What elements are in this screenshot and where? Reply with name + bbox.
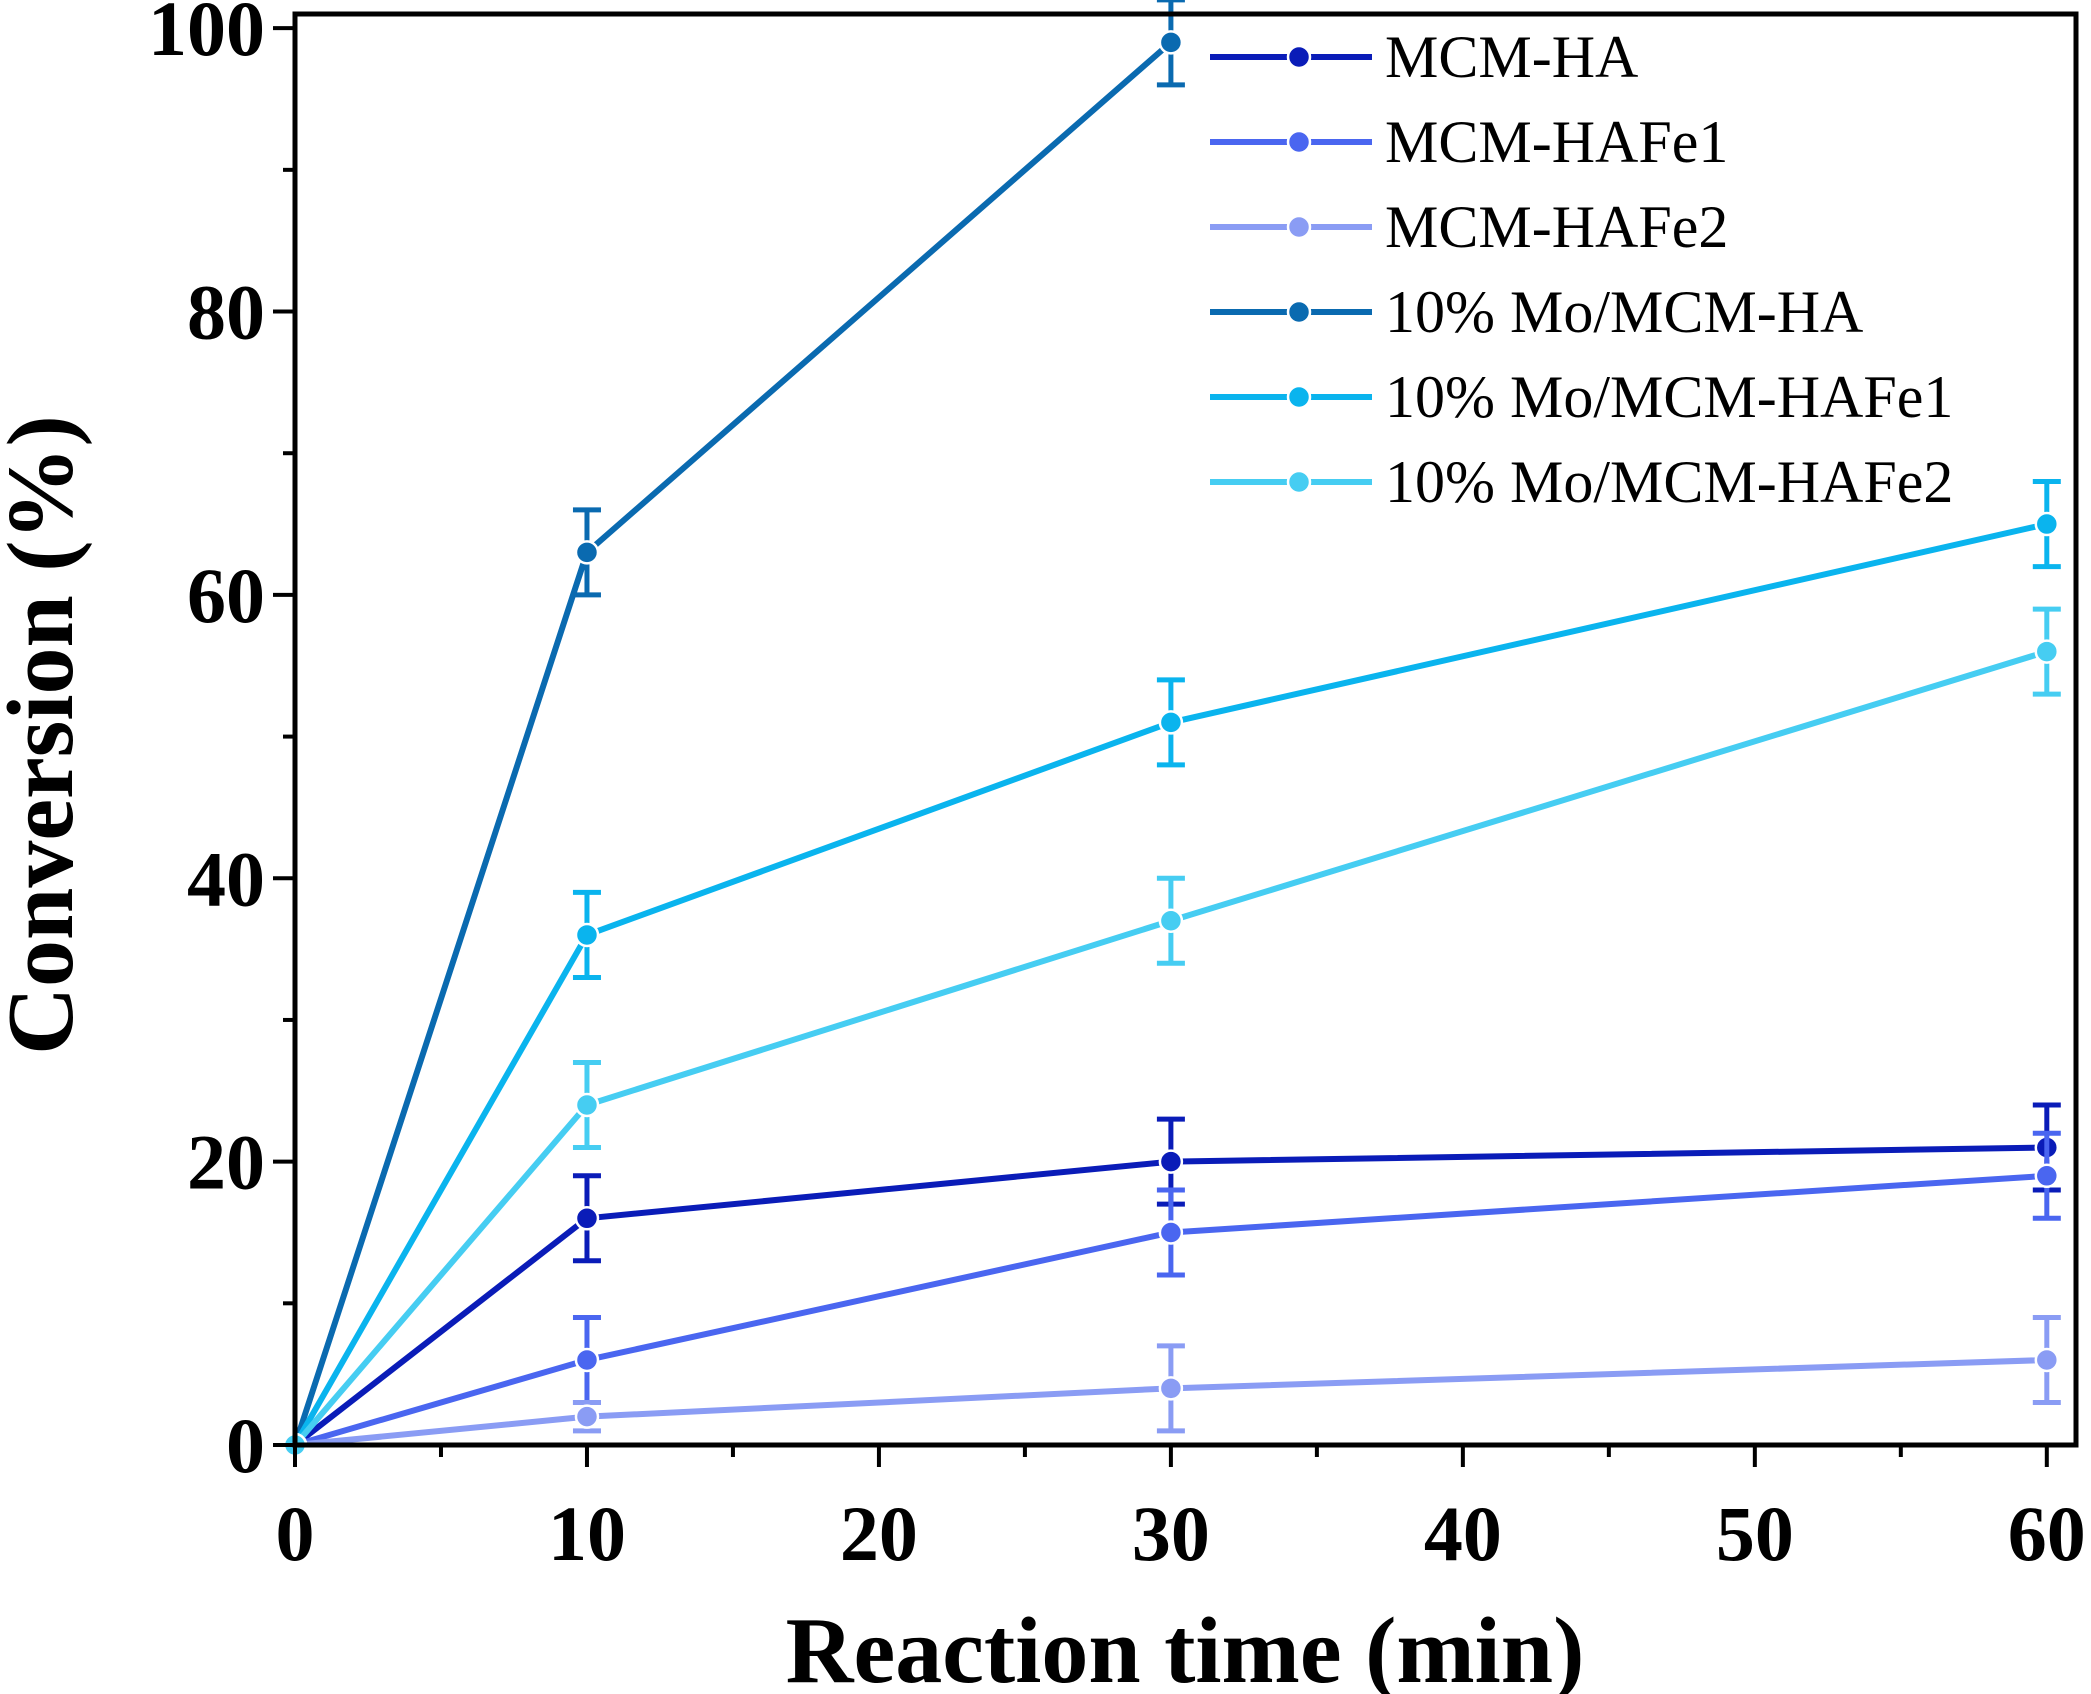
data-point [574,1347,600,1373]
x-axis-ticks: 0 10 20 30 40 50 60 [276,1445,2086,1577]
data-point [2034,1163,2060,1189]
legend-label: MCM-HAFe2 [1385,194,1728,260]
series-10-mo-mcm-hafe2 [282,606,2061,1458]
series-10-mo-mcm-ha [282,0,1185,1458]
legend-marker [1286,299,1312,325]
x-tick-label: 60 [2008,1490,2086,1577]
series-10-mo-mcm-hafe1 [282,479,2061,1458]
legend-marker [1286,44,1312,70]
legend-label: 10% Mo/MCM-HAFe2 [1385,449,1953,515]
legend: MCM-HA MCM-HAFe1 MCM-HAFe2 10% Mo/MCM-HA 10%… [1210,24,1953,515]
series-line [294,1356,2047,1448]
legend-label: MCM-HAFe1 [1385,109,1728,175]
data-point [574,1206,600,1231]
legend-marker [1286,129,1312,155]
series-line [292,648,2048,1447]
data-point [2034,639,2060,664]
y-tick-label: 80 [187,269,265,356]
y-tick-label: 40 [187,835,265,922]
data-point [1158,908,1184,934]
legend-item: MCM-HA [1210,24,1638,90]
y-tick-label: 20 [187,1119,265,1206]
series-line [292,40,1173,1446]
plot-area [282,0,2061,1458]
y-tick-label: 100 [148,0,265,72]
legend-label: 10% Mo/MCM-HAFe1 [1385,364,1953,430]
y-tick-label: 0 [226,1402,265,1489]
series-mcm-hafe2 [282,1314,2061,1458]
legend-marker [1286,214,1312,240]
x-tick-label: 10 [548,1490,626,1577]
series-line [292,521,2048,1447]
data-point [1158,1220,1184,1245]
data-point [1158,30,1184,55]
legend-marker [1286,469,1312,495]
legend-item: MCM-HAFe1 [1210,109,1728,175]
x-tick-label: 50 [1716,1490,1794,1577]
y-axis-title: Conversion (%) [0,415,93,1055]
x-axis-title: Reaction time (min) [786,1599,1585,1694]
legend-label: 10% Mo/MCM-HA [1385,279,1863,345]
data-point [2034,1347,2060,1373]
legend-item: 10% Mo/MCM-HA [1210,279,1863,345]
plot-frame [292,11,2079,1448]
data-point [1158,1149,1184,1174]
data-point [574,1404,600,1429]
axes: 0 10 20 30 40 50 60 0 20 40 60 80 100 [148,0,2086,1577]
legend-item: 10% Mo/MCM-HAFe1 [1210,364,1953,430]
data-point [1158,1376,1184,1401]
legend-item: MCM-HAFe2 [1210,194,1728,260]
y-tick-label: 60 [187,552,265,639]
data-point [574,540,600,565]
data-point [1158,710,1184,735]
x-tick-label: 40 [1424,1490,1502,1577]
series-line [294,1172,2047,1448]
data-point [2034,511,2060,537]
legend-item: 10% Mo/MCM-HAFe2 [1210,449,1953,515]
legend-marker [1286,384,1312,410]
y-axis-ticks: 0 20 40 60 80 100 [148,0,295,1489]
data-point [574,1092,600,1118]
legend-label: MCM-HA [1385,24,1638,90]
data-point [574,922,600,948]
x-tick-label: 0 [276,1490,315,1577]
x-tick-label: 20 [840,1490,918,1577]
series-line [293,1144,2047,1448]
x-tick-label: 30 [1132,1490,1210,1577]
